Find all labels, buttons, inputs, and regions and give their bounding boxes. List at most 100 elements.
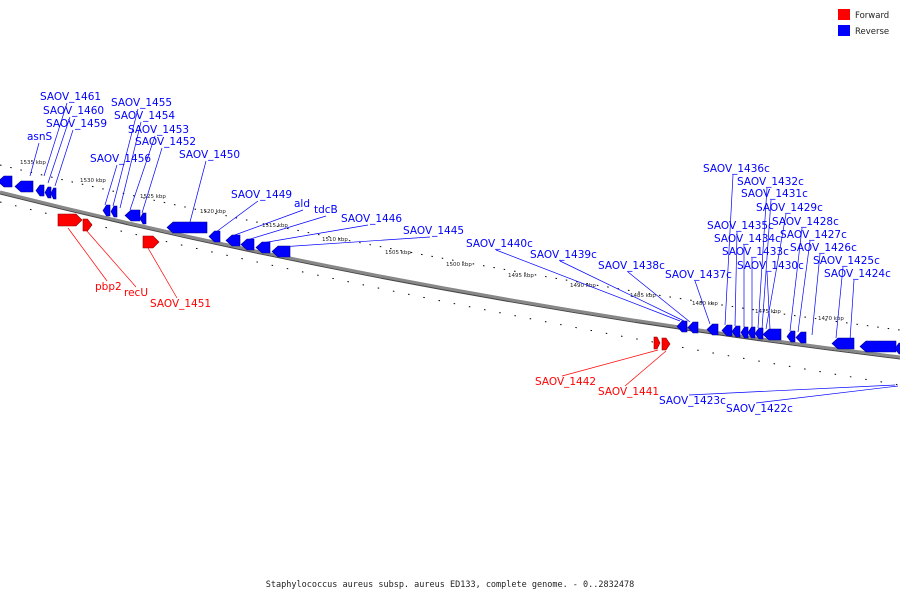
reverse-gene-arrow[interactable]: [50, 187, 57, 200]
gene-label-saov-1431c[interactable]: SAOV_1431c: [741, 188, 808, 200]
gene-label-saov-1429c[interactable]: SAOV_1429c: [756, 202, 823, 214]
leader-line: [112, 108, 139, 207]
leader-line: [789, 227, 803, 332]
leader-line: [67, 227, 108, 282]
leader-line: [811, 253, 821, 336]
gene-label-saov-1438c[interactable]: SAOV_1438c: [598, 260, 665, 272]
reverse-gene-arrow[interactable]: [795, 331, 807, 344]
leader-line: [495, 249, 681, 322]
gene-label-saov-1455[interactable]: SAOV_1455: [111, 97, 172, 109]
gene-label-saov-1452[interactable]: SAOV_1452: [135, 136, 196, 148]
forward-gene-arrow[interactable]: [661, 337, 671, 351]
reverse-gene-arrow[interactable]: [124, 209, 141, 222]
gene-label-ald[interactable]: ald: [294, 198, 310, 210]
gene-label-saov-1430c[interactable]: SAOV_1430c: [737, 260, 804, 272]
leader-line: [835, 266, 844, 339]
reverse-gene-arrow[interactable]: [687, 321, 699, 334]
reverse-gene-arrow[interactable]: [762, 328, 782, 341]
reverse-gene-arrow[interactable]: [831, 337, 855, 350]
leader-line: [147, 247, 178, 299]
legend-forward-swatch: [838, 9, 850, 20]
gene-label-saov-1424c[interactable]: SAOV_1424c: [824, 268, 891, 280]
gene-label-saov-1427c[interactable]: SAOV_1427c: [780, 229, 847, 241]
leader-line: [189, 160, 207, 223]
reverse-gene-arrow[interactable]: [102, 204, 111, 217]
reverse-gene-arrow[interactable]: [14, 180, 34, 193]
gene-label-saov-1461[interactable]: SAOV_1461: [40, 91, 101, 103]
reverse-gene-arrow[interactable]: [110, 205, 118, 218]
gene-label-saov-1436c[interactable]: SAOV_1436c: [703, 163, 770, 175]
gene-label-saov-1439c[interactable]: SAOV_1439c: [530, 249, 597, 261]
leader-line: [561, 349, 659, 377]
gene-label-saov-1428c[interactable]: SAOV_1428c: [772, 216, 839, 228]
leader-line: [231, 209, 304, 237]
reverse-gene-arrow[interactable]: [721, 324, 733, 337]
reverse-gene-arrow[interactable]: [225, 234, 241, 247]
scale-label: 1490 kbp: [570, 283, 596, 289]
scale-label: 1480 kbp: [692, 301, 718, 307]
reverse-gene-arrow[interactable]: [139, 212, 147, 225]
scale-label: 1520 kbp: [200, 209, 226, 215]
reverse-gene-arrow[interactable]: [255, 241, 271, 254]
forward-gene-arrow[interactable]: [142, 235, 160, 249]
reverse-gene-arrow[interactable]: [0, 175, 13, 188]
leader-line: [85, 229, 137, 288]
gene-label-saov-1432c[interactable]: SAOV_1432c: [737, 176, 804, 188]
gene-label-saov-1451[interactable]: SAOV_1451: [150, 298, 211, 310]
gene-label-saov-1441[interactable]: SAOV_1441: [598, 386, 659, 398]
gene-label-saov-1442[interactable]: SAOV_1442: [535, 376, 596, 388]
reverse-gene-arrow[interactable]: [894, 342, 900, 355]
gene-label-recu[interactable]: recU: [124, 287, 148, 299]
gene-label-pbp2[interactable]: pbp2: [95, 281, 122, 293]
gene-label-saov-1460[interactable]: SAOV_1460: [43, 105, 104, 117]
gene-label-asns[interactable]: asnS: [27, 131, 53, 143]
reverse-gene-arrow[interactable]: [35, 184, 45, 197]
reverse-gene-arrow[interactable]: [754, 327, 764, 340]
genome-caption: Staphylococcus aureus subsp. aureus ED13…: [266, 580, 634, 590]
gene-label-saov-1434c[interactable]: SAOV_1434c: [714, 233, 781, 245]
leader-line: [29, 142, 40, 177]
gene-label-saov-1446[interactable]: SAOV_1446: [341, 213, 402, 225]
reverse-gene-arrow[interactable]: [44, 186, 52, 199]
gene-label-saov-1435c[interactable]: SAOV_1435c: [707, 220, 774, 232]
reverse-gene-arrow[interactable]: [859, 340, 897, 353]
leader-line: [43, 102, 68, 177]
inner-tick-ring: [0, 201, 900, 386]
gene-label-saov-1453[interactable]: SAOV_1453: [128, 124, 189, 136]
reverse-gene-arrow[interactable]: [706, 323, 719, 336]
leader-line: [104, 164, 118, 206]
gene-label-saov-1459[interactable]: SAOV_1459: [46, 118, 107, 130]
reverse-gene-arrow[interactable]: [166, 221, 208, 234]
gene-label-saov-1433c[interactable]: SAOV_1433c: [722, 246, 789, 258]
gene-label-saov-1422c[interactable]: SAOV_1422c: [726, 403, 793, 415]
reverse-gene-arrow[interactable]: [208, 230, 221, 243]
reverse-gene-arrow[interactable]: [747, 326, 756, 339]
gene-label-saov-1426c[interactable]: SAOV_1426c: [790, 242, 857, 254]
gene-label-saov-1423c[interactable]: SAOV_1423c: [659, 395, 726, 407]
gene-label-tdcb[interactable]: tdcB: [314, 204, 338, 216]
leader-line: [47, 116, 71, 184]
gene-label-saov-1437c[interactable]: SAOV_1437c: [665, 269, 732, 281]
gene-label-saov-1445[interactable]: SAOV_1445: [403, 225, 464, 237]
leader-line: [246, 215, 327, 241]
gene-label-saov-1425c[interactable]: SAOV_1425c: [813, 255, 880, 267]
gene-label-saov-1440c[interactable]: SAOV_1440c: [466, 238, 533, 250]
forward-gene-arrow[interactable]: [82, 218, 93, 232]
scale-label: 1500 kbp: [446, 262, 472, 268]
reverse-gene-arrow[interactable]: [731, 325, 741, 338]
reverse-gene-arrow[interactable]: [676, 320, 688, 333]
gene-label-saov-1450[interactable]: SAOV_1450: [179, 149, 240, 161]
gene-label-saov-1456[interactable]: SAOV_1456: [90, 153, 151, 165]
reverse-gene-arrow[interactable]: [271, 245, 291, 258]
leader-line: [849, 279, 855, 341]
reverse-gene-arrow[interactable]: [240, 238, 255, 251]
genome-backbone: [0, 190, 900, 359]
reverse-gene-arrow[interactable]: [786, 330, 796, 343]
scale-label: 1495 kbp: [508, 273, 534, 279]
forward-gene-arrow[interactable]: [57, 213, 83, 227]
gene-label-saov-1449[interactable]: SAOV_1449: [231, 189, 292, 201]
forward-gene-arrow[interactable]: [653, 336, 661, 350]
gene-label-saov-1454[interactable]: SAOV_1454: [114, 110, 175, 122]
